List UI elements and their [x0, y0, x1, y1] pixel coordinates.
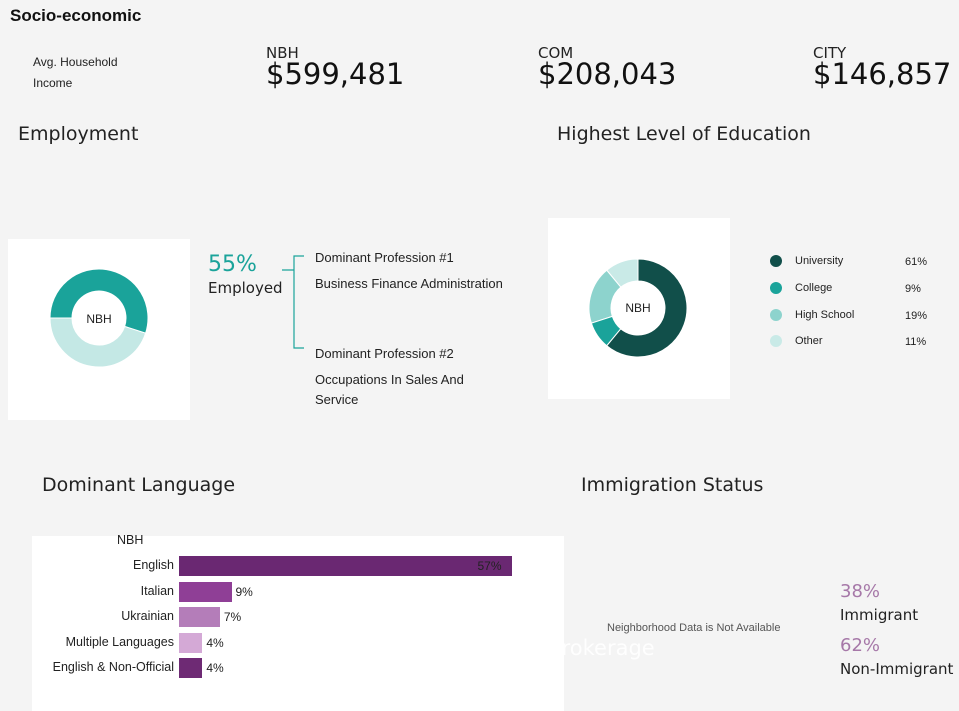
com-income-value: $208,043	[538, 57, 677, 91]
education-title: Highest Level of Education	[557, 123, 811, 145]
employment-title: Employment	[18, 123, 139, 145]
legend-label-high-school: High School	[795, 309, 855, 321]
language-bar-italian	[179, 582, 232, 602]
language-bar-ukrainian	[179, 607, 220, 627]
language-title: Dominant Language	[42, 474, 236, 496]
immigrant-percent: 38%	[840, 581, 881, 602]
neighborhood-na-text: Neighborhood Data is Not Available	[607, 622, 781, 634]
language-chart-label: NBH	[117, 533, 144, 547]
employment-slice-other	[49, 317, 147, 368]
legend-swatch-university	[770, 255, 782, 267]
language-category-italian: Italian	[140, 584, 174, 598]
com-income-label: COM	[538, 44, 574, 62]
language-value-italian: 9%	[235, 585, 253, 599]
employed-percent: 55%	[208, 252, 257, 277]
education-slice-university	[606, 258, 688, 358]
legend-value-other: 11%	[905, 336, 927, 348]
city-income: CITY $146,857	[813, 44, 952, 91]
profession-2-value: Occupations In Sales And Service	[315, 372, 464, 407]
language-category-english: English	[133, 558, 174, 572]
employment-donut: NBH	[49, 268, 149, 368]
legend-item-college: College	[770, 282, 832, 294]
legend-value-high-school: 19%	[905, 310, 928, 322]
page-title: Socio-economic	[10, 6, 142, 25]
non-immigrant-label: Non-Immigrant	[840, 660, 954, 678]
nbh-income-value: $599,481	[266, 57, 405, 91]
employed-label: Employed	[208, 279, 283, 297]
employment-slice-employed	[49, 268, 149, 334]
city-income-value: $146,857	[813, 57, 952, 91]
legend-value-university: 61%	[905, 256, 928, 268]
education-slice-high-school	[588, 269, 622, 324]
profession-bracket	[282, 255, 304, 349]
language-bar-multiple-languages	[179, 633, 203, 653]
employment-chart-card: NBH	[8, 239, 190, 420]
education-chart-card: NBH	[548, 218, 730, 399]
education-slice-college	[590, 315, 622, 347]
language-value-english-non-official: 4%	[206, 661, 224, 675]
language-value-ukrainian: 7%	[223, 610, 242, 624]
immigrant-label: Immigrant	[840, 606, 919, 624]
nbh-income-label: NBH	[266, 44, 299, 62]
language-value-english: 57%	[477, 559, 502, 573]
legend-item-high-school: High School	[770, 309, 854, 321]
profession-1-title: Dominant Profession #1	[315, 250, 454, 265]
legend-label-college: College	[795, 282, 833, 294]
language-value-multiple-languages: 4%	[206, 636, 224, 650]
legend-swatch-high-school	[770, 309, 782, 321]
legend-item-other: Other	[770, 335, 823, 347]
language-bar-english	[179, 556, 512, 576]
profession-1-value: Business Finance Administration	[315, 276, 503, 291]
nbh-income: NBH $599,481	[266, 44, 405, 91]
employment-donut-center-label: NBH	[86, 312, 111, 326]
non-immigrant-percent: 62%	[840, 635, 881, 656]
brokerage-watermark: HC REALTY GROUP INC., Brokerage	[288, 636, 655, 660]
language-category-multiple-languages: Multiple Languages	[65, 635, 174, 649]
language-category-ukrainian: Ukrainian	[121, 609, 174, 623]
legend-label-university: University	[795, 255, 844, 267]
language-bar-english-non-official	[179, 658, 203, 678]
education-donut-center-label: NBH	[625, 301, 650, 315]
legend-item-university: University	[770, 255, 843, 267]
immigration-title: Immigration Status	[581, 474, 764, 496]
income-label: Avg. Household Income	[33, 55, 118, 90]
legend-swatch-college	[770, 282, 782, 294]
legend-swatch-other	[770, 335, 782, 347]
legend-label-other: Other	[795, 335, 823, 347]
profession-2-title: Dominant Profession #2	[315, 346, 454, 361]
city-income-label: CITY	[813, 44, 847, 62]
legend-value-college: 9%	[905, 283, 921, 295]
language-category-english-non-official: English & Non-Official	[52, 660, 174, 674]
com-income: COM $208,043	[538, 44, 677, 91]
education-donut: NBH	[588, 258, 688, 358]
